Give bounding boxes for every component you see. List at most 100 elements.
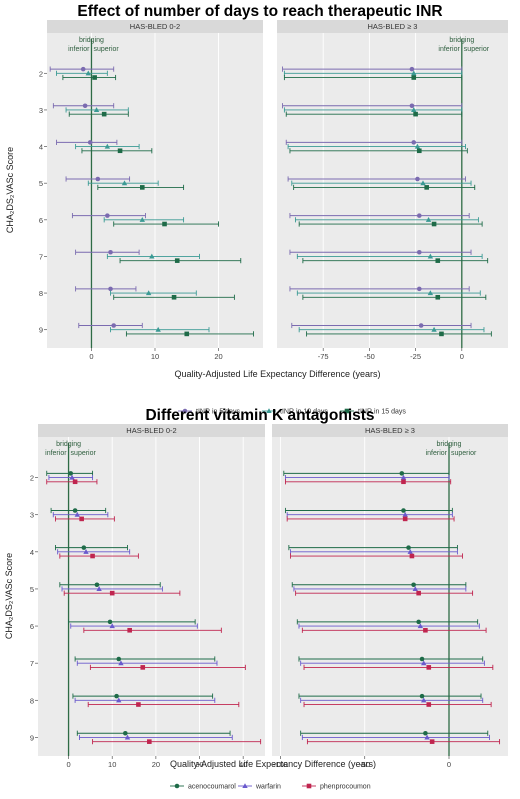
interval-warfarin bbox=[79, 734, 233, 741]
y-tick-label: 5 bbox=[39, 179, 43, 188]
x-tick-label: 30 bbox=[195, 760, 203, 769]
reference-right-label: superior bbox=[451, 450, 477, 457]
point-estimate bbox=[409, 66, 415, 72]
chart-1: Effect of number of days to reach therap… bbox=[5, 3, 508, 416]
panel: HAS-BLED ≥ 3 bridging inferior superior -75 -… bbox=[277, 20, 508, 361]
interval-warfarin bbox=[48, 474, 94, 481]
point-estimate bbox=[69, 474, 75, 480]
interval-tinr-in-5-days bbox=[49, 66, 115, 72]
point-estimate bbox=[411, 140, 417, 145]
interval-acenocoumarol bbox=[300, 730, 489, 736]
point-estimate bbox=[416, 590, 421, 596]
point-estimate bbox=[139, 185, 145, 190]
x-tick-label: -50 bbox=[364, 352, 375, 361]
interval-tinr-in-5-days bbox=[52, 103, 115, 109]
point-estimate bbox=[111, 323, 117, 328]
interval-phenprocoumon bbox=[286, 516, 455, 522]
y-tick-label: 3 bbox=[30, 511, 34, 520]
point-estimate bbox=[109, 590, 115, 596]
point-estimate bbox=[93, 107, 100, 112]
reference-left-label: inferior bbox=[68, 46, 90, 53]
legend-label: warfarin bbox=[255, 784, 281, 791]
point-estimate bbox=[162, 221, 167, 227]
point-estimate bbox=[413, 111, 418, 117]
y-tick-label: 4 bbox=[39, 143, 43, 152]
interval-acenocoumarol bbox=[55, 545, 128, 551]
reference-left-label: inferior bbox=[426, 450, 448, 457]
interval-warfarin bbox=[290, 549, 458, 555]
interval-warfarin bbox=[52, 511, 109, 518]
point-estimate bbox=[431, 221, 437, 227]
point-estimate bbox=[79, 516, 84, 522]
y-tick-label: 6 bbox=[30, 622, 34, 631]
interval-acenocoumarol bbox=[285, 507, 453, 514]
point-estimate bbox=[68, 471, 74, 476]
y-tick-label: 8 bbox=[39, 289, 43, 298]
reference-label: bridging bbox=[56, 441, 81, 448]
point-estimate bbox=[121, 180, 128, 186]
point-estimate bbox=[429, 739, 435, 744]
point-estimate bbox=[108, 249, 113, 255]
interval-acenocoumarol bbox=[76, 730, 231, 736]
interval-tinr-in-5-days bbox=[289, 249, 472, 255]
y-tick-label: 2 bbox=[30, 474, 34, 483]
point-estimate bbox=[140, 665, 146, 670]
point-estimate bbox=[117, 148, 123, 154]
interval-tinr-in-5-days bbox=[75, 286, 137, 292]
point-estimate bbox=[411, 107, 417, 112]
interval-warfarin bbox=[298, 623, 480, 629]
point-estimate bbox=[145, 290, 152, 296]
reference-right-label: superior bbox=[93, 46, 119, 53]
y-tick-label: 6 bbox=[39, 216, 43, 225]
point-estimate bbox=[114, 693, 119, 699]
interval-phenprocoumon bbox=[92, 739, 262, 745]
reference-right-label: superior bbox=[71, 450, 97, 457]
point-estimate bbox=[402, 516, 408, 522]
legend-swatch-marker bbox=[344, 408, 350, 414]
point-estimate bbox=[72, 508, 78, 513]
legend-swatch-marker bbox=[174, 783, 180, 789]
point-estimate bbox=[419, 656, 425, 662]
legend-swatch-marker bbox=[266, 408, 272, 413]
interval-warfarin bbox=[70, 623, 198, 629]
point-estimate bbox=[401, 508, 406, 513]
interval-tinr-in-15-days bbox=[97, 184, 185, 190]
point-estimate bbox=[155, 326, 161, 332]
legend-item: warfarin bbox=[238, 783, 281, 791]
interval-acenocoumarol bbox=[50, 507, 107, 514]
interval-acenocoumarol bbox=[46, 470, 94, 476]
point-estimate bbox=[406, 545, 411, 550]
interval-acenocoumarol bbox=[283, 470, 450, 476]
interval-tinr-in-15-days bbox=[125, 331, 254, 337]
panel-strip bbox=[272, 424, 508, 437]
legend: tINR in 5 days tINR in 10 days tINR in 15 … bbox=[178, 408, 406, 416]
point-estimate bbox=[101, 111, 107, 117]
point-estimate bbox=[109, 623, 115, 629]
interval-tinr-in-5-days bbox=[289, 286, 470, 292]
panel-strip-label: HAS-BLED 0-2 bbox=[126, 426, 176, 435]
interval-tinr-in-5-days bbox=[56, 139, 118, 145]
x-tick-label: -25 bbox=[410, 352, 421, 361]
x-tick-label: 0 bbox=[460, 352, 464, 361]
interval-tinr-in-5-days bbox=[75, 249, 140, 255]
panel-background bbox=[38, 437, 265, 756]
y-tick-label: 7 bbox=[30, 659, 34, 668]
interval-warfarin bbox=[300, 697, 484, 703]
point-estimate bbox=[85, 70, 91, 76]
interval-tinr-in-10-days bbox=[287, 143, 466, 150]
interval-tinr-in-15-days bbox=[113, 221, 219, 227]
x-tick-label: -100 bbox=[273, 760, 288, 769]
point-estimate bbox=[87, 140, 93, 145]
point-estimate bbox=[95, 176, 101, 182]
interval-warfarin bbox=[285, 474, 450, 481]
interval-tinr-in-10-days bbox=[296, 253, 483, 260]
point-estimate bbox=[409, 553, 415, 559]
interval-tinr-in-10-days bbox=[291, 180, 472, 186]
interval-phenprocoumon bbox=[59, 553, 139, 559]
y-tick-label: 3 bbox=[39, 106, 43, 115]
x-tick-label: 20 bbox=[214, 352, 222, 361]
interval-warfarin bbox=[74, 697, 216, 703]
interval-tinr-in-10-days bbox=[110, 290, 197, 296]
legend-swatch-marker bbox=[306, 783, 312, 789]
point-estimate bbox=[411, 75, 417, 80]
